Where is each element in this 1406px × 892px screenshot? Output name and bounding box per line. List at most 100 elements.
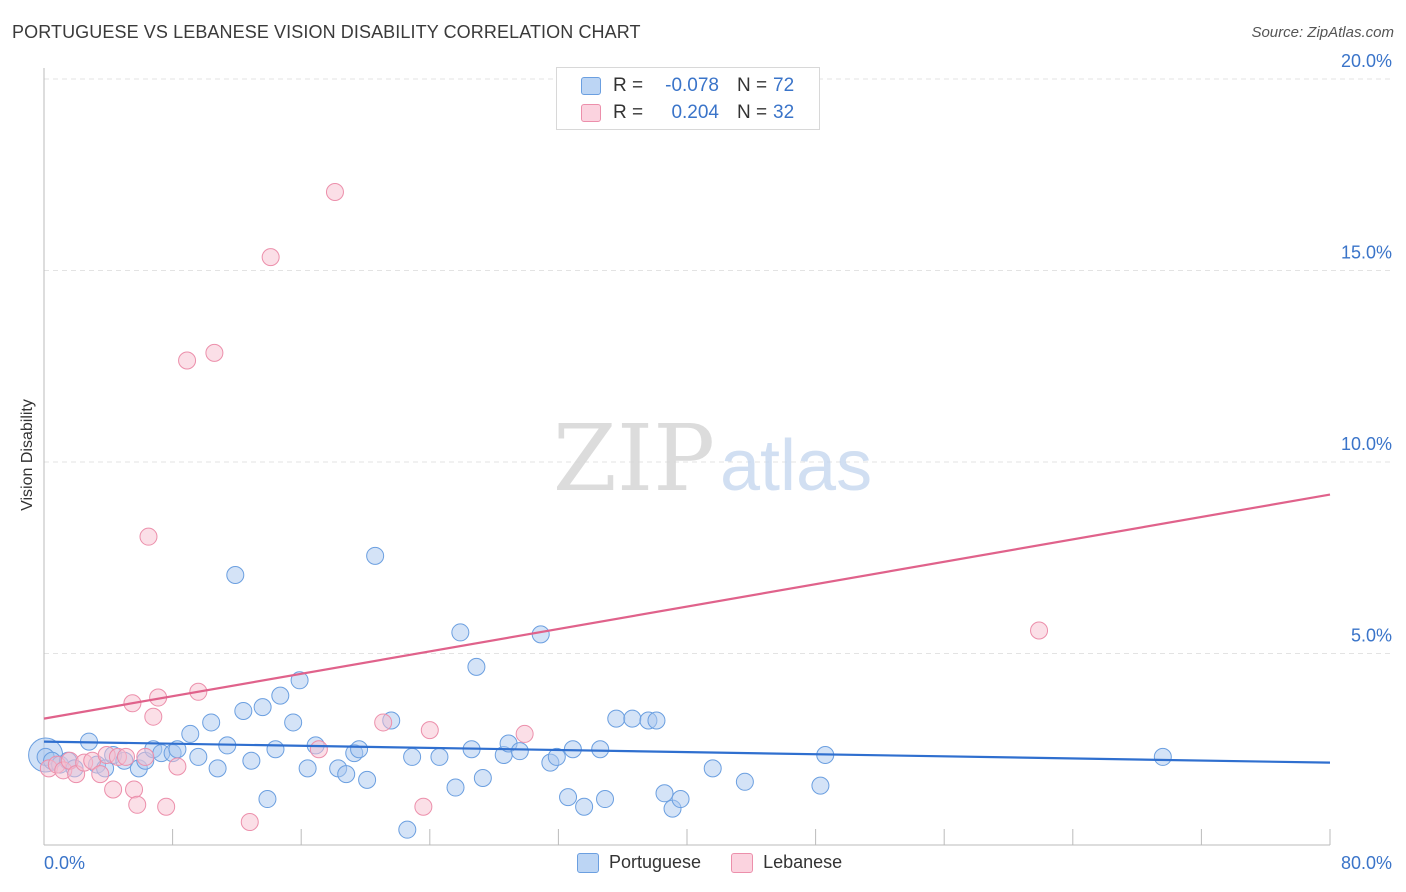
portuguese-point bbox=[398, 820, 417, 839]
y-tick-label: 20.0% bbox=[1341, 51, 1392, 71]
portuguese-point bbox=[226, 565, 245, 584]
portuguese-point bbox=[266, 740, 285, 759]
legend-label-portuguese: Portuguese bbox=[609, 852, 702, 872]
lebanese-point bbox=[515, 724, 534, 743]
lebanese-point bbox=[91, 765, 110, 784]
y-tick-label: 15.0% bbox=[1341, 243, 1392, 263]
portuguese-point bbox=[531, 625, 550, 644]
series-legend: Portuguese Lebanese bbox=[577, 852, 872, 873]
lebanese-point bbox=[125, 780, 144, 799]
lebanese-point bbox=[128, 795, 147, 814]
portuguese-point bbox=[607, 709, 626, 728]
portuguese-point bbox=[575, 797, 594, 816]
r-value: -0.078 bbox=[665, 75, 719, 96]
portuguese-point bbox=[298, 759, 317, 778]
grid-lines bbox=[44, 78, 1392, 654]
lebanese-point bbox=[116, 747, 135, 766]
tick-labels: 5.0% 10.0% 15.0% 20.0% 0.0% 80.0% bbox=[44, 51, 1392, 873]
n-value: 32 bbox=[773, 102, 795, 123]
portuguese-point bbox=[284, 713, 303, 732]
r-label: R = bbox=[613, 102, 644, 123]
lebanese-point bbox=[168, 757, 187, 776]
portuguese-point bbox=[451, 623, 470, 642]
axes bbox=[43, 68, 1331, 846]
lebanese-point bbox=[136, 747, 155, 766]
portuguese-point bbox=[671, 790, 690, 809]
lebanese-point bbox=[420, 721, 439, 740]
lebanese-point bbox=[309, 740, 328, 759]
portuguese-point bbox=[208, 759, 227, 778]
legend-label-lebanese: Lebanese bbox=[763, 852, 843, 872]
portuguese-point bbox=[403, 747, 422, 766]
portuguese-point bbox=[181, 724, 200, 743]
stats-legend: R = -0.078 N = 72 R = 0.204 N = 32 bbox=[556, 67, 820, 130]
portuguese-point bbox=[242, 751, 261, 770]
r-value: 0.204 bbox=[671, 102, 719, 123]
lebanese-point bbox=[325, 182, 344, 201]
portuguese-point bbox=[202, 713, 221, 732]
series-lebanese-points bbox=[39, 182, 1049, 832]
lebanese-point bbox=[1030, 621, 1049, 640]
portuguese-point bbox=[366, 546, 385, 565]
portuguese-point bbox=[446, 778, 465, 797]
portuguese-point bbox=[623, 709, 642, 728]
x-tick-label-min: 0.0% bbox=[44, 853, 85, 873]
portuguese-trend-line bbox=[43, 740, 1331, 764]
stats-row-portuguese: R = -0.078 N = 72 bbox=[581, 74, 794, 98]
portuguese-point bbox=[655, 784, 674, 803]
x-tick-label-max: 80.0% bbox=[1341, 853, 1392, 873]
portuguese-legend-swatch bbox=[577, 852, 599, 873]
portuguese-point bbox=[290, 671, 309, 690]
portuguese-point bbox=[271, 686, 290, 705]
trend-lines bbox=[43, 493, 1331, 764]
y-tick-label: 10.0% bbox=[1341, 434, 1392, 454]
portuguese-point bbox=[467, 657, 486, 676]
lebanese-swatch bbox=[581, 104, 601, 122]
watermark-atlas: atlas bbox=[720, 426, 872, 506]
lebanese-point bbox=[240, 813, 259, 832]
lebanese-point bbox=[414, 797, 433, 816]
portuguese-point bbox=[703, 759, 722, 778]
portuguese-point bbox=[337, 765, 356, 784]
portuguese-point bbox=[358, 770, 377, 789]
portuguese-swatch bbox=[581, 77, 601, 95]
watermark: ZIP atlas bbox=[553, 405, 872, 512]
lebanese-point bbox=[261, 248, 280, 267]
lebanese-point bbox=[144, 707, 163, 726]
portuguese-point bbox=[1153, 747, 1172, 766]
stats-row-lebanese: R = 0.204 N = 32 bbox=[581, 101, 794, 125]
portuguese-point bbox=[647, 711, 666, 730]
series-portuguese-points bbox=[28, 546, 1172, 839]
n-value: 72 bbox=[773, 75, 795, 96]
lebanese-point bbox=[178, 351, 197, 370]
n-label: N = bbox=[737, 75, 768, 96]
portuguese-point bbox=[234, 701, 253, 720]
watermark-zip: ZIP bbox=[553, 405, 715, 512]
lebanese-point bbox=[157, 797, 176, 816]
r-label: R = bbox=[613, 75, 644, 96]
lebanese-point bbox=[205, 343, 224, 362]
portuguese-point bbox=[596, 790, 615, 809]
legend-item-portuguese[interactable]: Portuguese bbox=[577, 852, 701, 873]
portuguese-point bbox=[591, 740, 610, 759]
lebanese-legend-swatch bbox=[731, 852, 754, 873]
lebanese-point bbox=[139, 527, 158, 546]
portuguese-point bbox=[350, 740, 369, 759]
portuguese-point bbox=[189, 747, 208, 766]
portuguese-point bbox=[735, 772, 754, 791]
chart-title: PORTUGUESE VS LEBANESE VISION DISABILITY… bbox=[12, 22, 641, 42]
lebanese-point bbox=[104, 780, 123, 799]
portuguese-point bbox=[559, 788, 578, 807]
portuguese-point bbox=[547, 747, 566, 766]
n-label: N = bbox=[737, 102, 768, 123]
portuguese-point bbox=[510, 742, 529, 761]
portuguese-point bbox=[253, 698, 272, 717]
portuguese-point bbox=[430, 747, 449, 766]
source-label: Source: ZipAtlas.com bbox=[1251, 24, 1394, 41]
lebanese-trend-line bbox=[43, 493, 1331, 720]
y-tick-label: 5.0% bbox=[1351, 626, 1392, 646]
legend-item-lebanese[interactable]: Lebanese bbox=[731, 852, 842, 873]
portuguese-point bbox=[258, 790, 277, 809]
lebanese-point bbox=[374, 713, 393, 732]
